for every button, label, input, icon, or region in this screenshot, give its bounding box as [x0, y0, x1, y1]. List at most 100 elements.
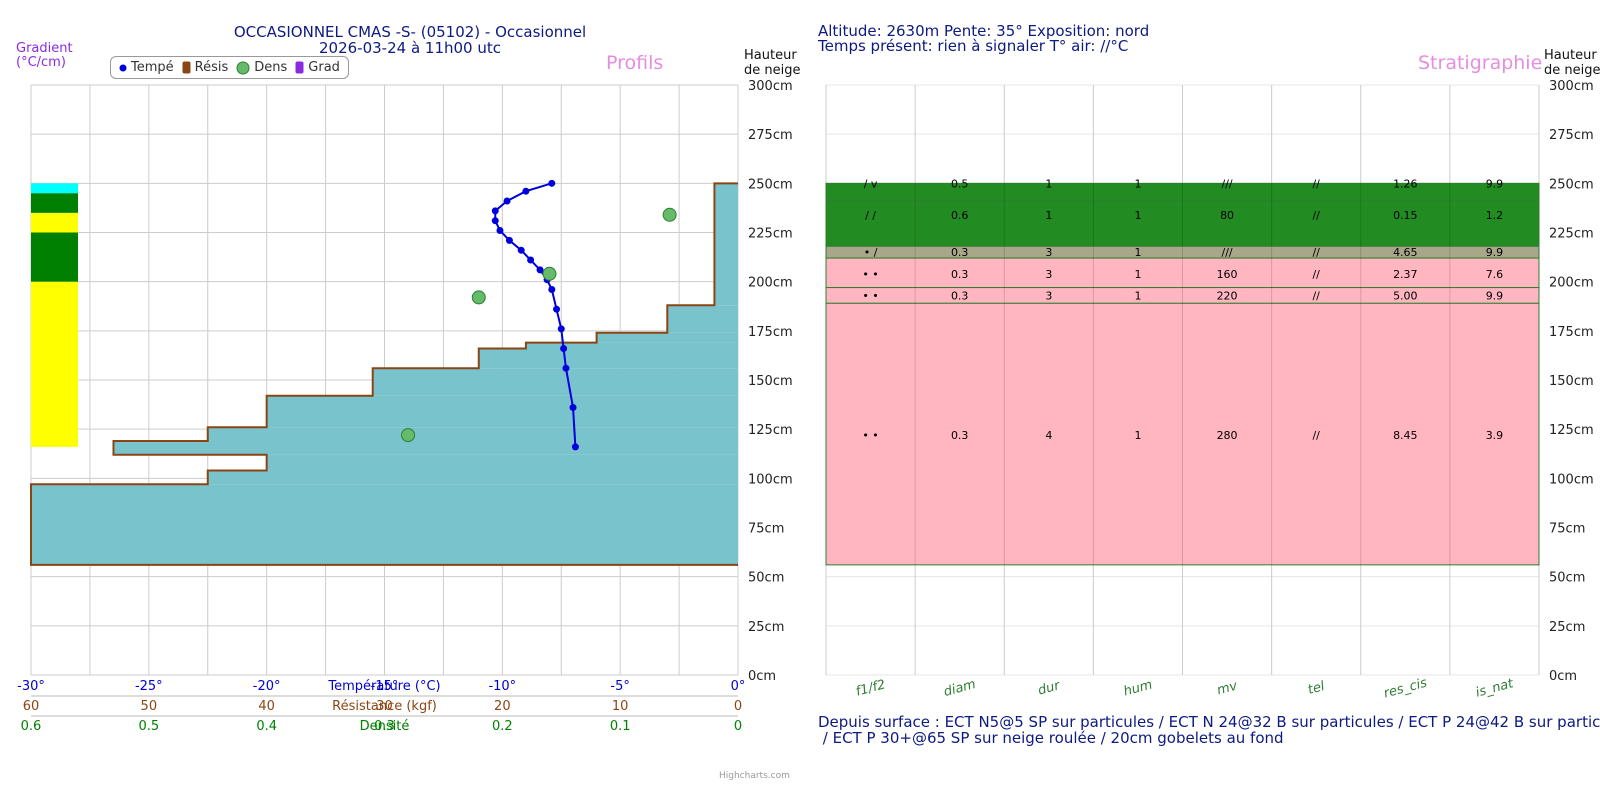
profils-y-tick-label: 250cm [748, 177, 793, 192]
profils-x-tick-label: 50 [141, 699, 158, 714]
strat-cell: 0.3 [951, 289, 969, 302]
site-info-line1: Altitude: 2630m Pente: 35° Exposition: n… [818, 22, 1150, 40]
temperature-point [496, 227, 504, 235]
right-y-axis-title: Hauteur de neige [1544, 48, 1600, 78]
strat-y-tick-label: 300cm [1549, 79, 1594, 94]
strat-cell: 0.5 [951, 177, 969, 190]
profils-x-tick-label: 30 [376, 699, 393, 714]
profils-x-tick-label: -10° [488, 679, 516, 694]
resistance-layer [266, 454, 738, 471]
temperature-point [553, 305, 561, 313]
temperature-point [560, 345, 568, 353]
strat-cell: 0.6 [951, 209, 969, 222]
gradient-bar [31, 183, 78, 194]
strat-cell: 80 [1220, 209, 1234, 222]
profils-y-tick-label: 50cm [748, 571, 784, 586]
strat-cell: 1.26 [1393, 177, 1418, 190]
resistance-layer [207, 427, 738, 441]
strat-y-tick-label: 150cm [1549, 374, 1594, 389]
strat-cell: 4.65 [1393, 246, 1418, 259]
profils-x-tick-label: 0.5 [138, 719, 159, 734]
strat-cell: 3 [1045, 289, 1052, 302]
profils-y-tick-label: 125cm [748, 423, 793, 438]
strat-y-tick-label: 25cm [1549, 620, 1585, 635]
strat-cell: 0.15 [1393, 209, 1418, 222]
profils-x-tick-label: 0.4 [256, 719, 277, 734]
profils-label: Profils [606, 52, 664, 74]
legend-label-tempe: Tempé [131, 60, 174, 75]
chart-title-line1: OCCASIONNEL CMAS -S- (05102) - Occasionn… [233, 23, 587, 41]
density-point [542, 266, 557, 281]
strat-cell: • • [862, 289, 878, 302]
temperature-point [517, 246, 525, 254]
resistance-series [30, 182, 738, 566]
strat-column-label: tel [1306, 679, 1326, 698]
strat-layer [825, 302, 1540, 566]
credits-link[interactable]: Highcharts.com [719, 771, 790, 781]
resistance-layer [478, 348, 738, 369]
strat-cell: 3.9 [1486, 429, 1504, 442]
density-point [401, 428, 416, 443]
strat-cell: // [1312, 289, 1320, 302]
profils-x-tick-label: 40 [258, 699, 275, 714]
profils-x-axis-title: Température (°C) [327, 679, 440, 694]
profils-x-tick-label: 20 [494, 699, 511, 714]
strat-column-label: is_nat [1474, 676, 1516, 701]
strat-cell: 0.3 [951, 429, 969, 442]
resistance-layer [113, 440, 738, 455]
temperature-point [569, 404, 577, 412]
strat-cell: 4 [1045, 429, 1052, 442]
temperature-series [491, 179, 579, 451]
strat-cell: 0.3 [951, 268, 969, 281]
temperature-point [505, 236, 513, 244]
strat-cell: 220 [1217, 289, 1238, 302]
strat-y-tick-label: 275cm [1549, 128, 1594, 143]
density-series [401, 207, 677, 443]
profils-x-tick-label: -20° [253, 679, 281, 694]
profils-x-tick-label: 60 [23, 699, 40, 714]
profils-axes: 0cm 25cm 50cm 75cm 100cm 125cm 150cm 175cm 200cm… [17, 79, 792, 734]
profils-y-tick-label: 25cm [748, 620, 784, 635]
strat-cell: 1 [1045, 209, 1052, 222]
gradient-bar [31, 212, 78, 233]
strat-cell: 3 [1045, 246, 1052, 259]
bar-icon [295, 61, 304, 74]
strat-y-tick-label: 75cm [1549, 522, 1585, 537]
strat-column-label: dur [1036, 678, 1063, 699]
strat-cell: // [1312, 429, 1320, 442]
resistance-layer [596, 332, 738, 343]
gradient-bar [31, 232, 78, 282]
legend-label-resis: Résis [194, 60, 229, 75]
legend-item-resis[interactable]: Résis [182, 60, 229, 75]
strat-y-tick-label: 50cm [1549, 571, 1585, 586]
legend-item-tempe[interactable]: Tempé [119, 60, 174, 75]
strat-cell: // [1312, 177, 1320, 190]
strat-y-tick-label: 100cm [1549, 472, 1594, 487]
density-point [662, 207, 677, 222]
profils-x-tick-label: 0 [734, 719, 742, 734]
strat-layer [825, 257, 1540, 289]
stability-tests-text: Depuis surface : ECT N5@5 SP sur particu… [818, 714, 1600, 746]
strat-y-tick-label: 125cm [1549, 423, 1594, 438]
strat-column-label: res_cis [1382, 675, 1429, 701]
profils-y-tick-label: 150cm [748, 374, 793, 389]
strat-cell: /// [1222, 246, 1233, 259]
strat-cell: 2.37 [1393, 268, 1418, 281]
gradient-bar [31, 281, 78, 447]
legend-item-grad[interactable]: Grad [295, 60, 340, 75]
gradient-series [31, 183, 78, 447]
strat-y-tick-label: 200cm [1549, 276, 1594, 291]
profils-x-tick-label: 0.6 [21, 719, 42, 734]
strat-cell: 1 [1134, 268, 1141, 281]
stability-tests-line2: / ECT P 30+@65 SP sur neige roulée / 20c… [818, 729, 1284, 746]
legend-item-dens[interactable]: Dens [236, 60, 287, 75]
strat-cell: 1 [1134, 209, 1141, 222]
density-point [471, 290, 486, 305]
strat-cell: / v [864, 177, 878, 190]
strat-y-tick-label: 175cm [1549, 325, 1594, 340]
strat-y-tick-label: 0cm [1549, 669, 1577, 684]
profils-x-tick-label: -25° [135, 679, 163, 694]
strat-cell: // [1312, 246, 1320, 259]
temperature-point [557, 325, 565, 333]
resistance-layer [714, 183, 738, 306]
